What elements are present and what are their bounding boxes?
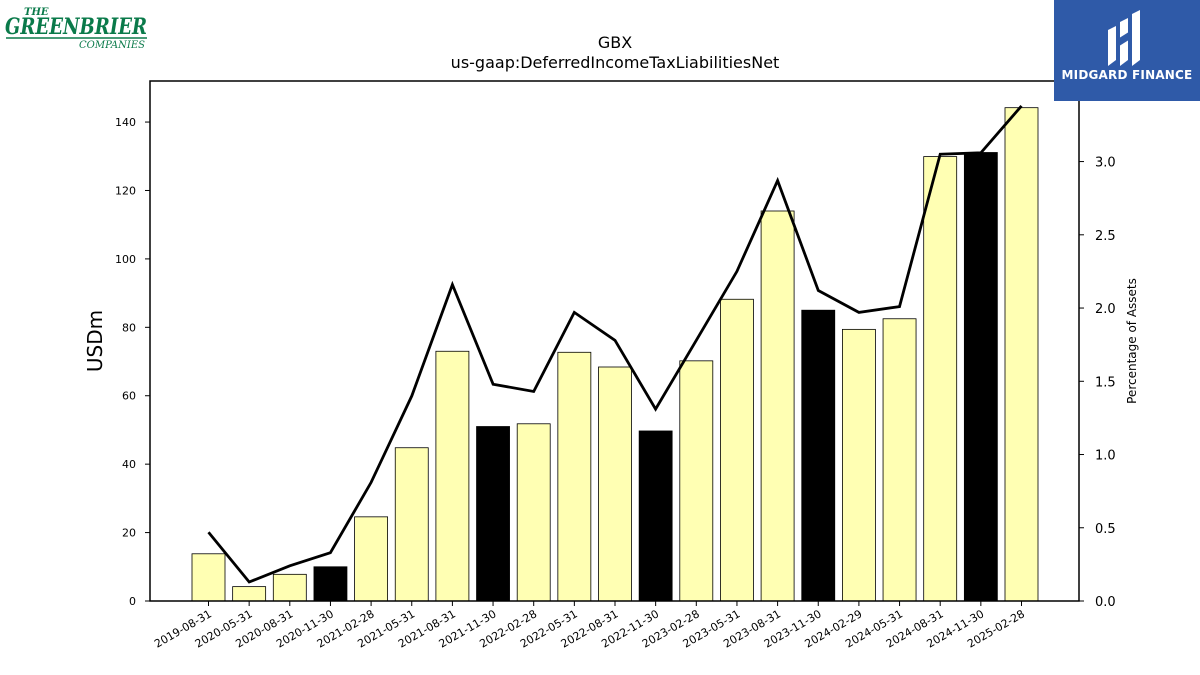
midgard-mark-icon [1108,10,1140,66]
y2-tick-label: 1.0 [1095,449,1116,464]
bar-2022-11-30 [638,430,673,602]
y-tick-label: 40 [122,458,136,471]
bar-2022-05-31 [557,351,592,602]
y-tick-label: 100 [115,253,136,266]
logo-line-the: THE [24,7,49,18]
bar-2023-05-31 [720,298,754,602]
y-tick-label: 0 [129,595,136,608]
greenbrier-logo: THE GREENBRIER COMPANIES [4,4,154,52]
bar-2023-02-28 [679,360,714,602]
bar-2022-02-28 [516,423,551,602]
bar-2021-11-30 [476,426,510,602]
bar-2024-08-31 [923,156,958,602]
bar-2024-05-31 [882,318,917,602]
logo-line-companies: COMPANIES [79,40,145,51]
bar-2021-02-28 [354,516,389,602]
bar-2020-05-31 [232,586,267,602]
bar-series [191,107,1039,602]
y-tick-label: 120 [115,184,136,197]
bar-2021-05-31 [394,447,429,602]
x-axis: 2019-08-312020-05-312020-08-312020-11-30… [152,601,1027,651]
bar-2019-08-31 [191,553,226,602]
bar-2025-02-28 [1004,107,1039,602]
logo-line-greenbrier: GREENBRIER [5,14,147,40]
bar-2021-08-31 [435,350,470,602]
y2-tick-label: 1.5 [1095,375,1116,390]
bar-2020-08-31 [272,573,307,602]
y2-tick-label: 0.5 [1095,522,1116,537]
y-tick-label: 80 [122,321,136,334]
y-axis-label: USDm [83,310,107,372]
y-axis-left: 0 20 40 60 80 100 120 140 [115,116,150,608]
y-axis-right: 0.0 0.5 1.0 1.5 2.0 2.5 3.0 [1079,156,1116,610]
line-series [207,104,1023,584]
y2-tick-label: 3.0 [1095,156,1116,171]
bar-2023-11-30 [801,309,836,602]
bar-2023-08-31 [760,210,795,602]
y2-tick-label: 0.0 [1095,595,1116,610]
bar-2024-11-30 [963,152,998,602]
chart-title: GBX [598,33,632,52]
y-tick-label: 20 [122,527,136,540]
bar-2022-08-31 [598,366,632,602]
bar-2020-11-30 [313,566,348,602]
chart-subtitle: us-gaap:DeferredIncomeTaxLiabilitiesNet [451,53,780,72]
y-tick-label: 140 [115,116,136,129]
y2-tick-label: 2.0 [1095,302,1116,317]
bar-2024-02-29 [842,328,876,602]
midgard-finance-logo: MIDGARD FINANCE [1054,0,1200,101]
y2-axis-label: Percentage of Assets [1125,278,1139,404]
y-tick-label: 60 [122,390,136,403]
percentage-line [207,104,1023,584]
y2-tick-label: 2.5 [1095,229,1116,244]
midgard-brand-name: MIDGARD FINANCE [1061,68,1193,82]
